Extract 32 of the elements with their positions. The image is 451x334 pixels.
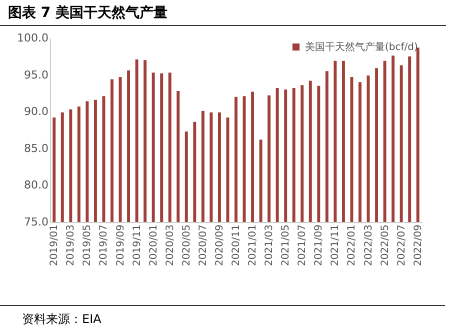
x-tick-label: 2022/09: [412, 224, 424, 266]
x-tick-label: 2021/05: [280, 224, 292, 266]
x-tick-label: 2019/07: [98, 224, 110, 266]
x-tick-label: 2021/11: [330, 224, 342, 266]
x-tick-label: 2022/03: [363, 224, 374, 266]
legend-label: 美国干天然气产量(bcf/d): [305, 41, 418, 53]
x-tick-label: 2020/11: [231, 224, 242, 266]
x-tick-label: 2020/03: [164, 224, 176, 266]
y-tick-label: 75.0: [24, 216, 48, 228]
y-tick-label: 100.0: [17, 32, 48, 44]
x-tick-label: 2019/11: [132, 224, 143, 266]
x-tick-label: 2020/05: [181, 224, 192, 266]
chart-title: 图表 7 美国干天然气产量: [0, 0, 446, 26]
x-tick-label: 2019/01: [49, 224, 60, 266]
text: 资料来源：EIA: [0, 305, 445, 328]
x-tick-label: 2020/09: [214, 224, 226, 266]
y-tick-label: 95.0: [24, 68, 48, 82]
x-tick-label: 2019/09: [115, 224, 126, 266]
y-tick-label: 85.0: [24, 142, 48, 155]
x-tick-label: 2021/01: [248, 224, 259, 266]
x-tick-label: 2022/05: [380, 224, 391, 266]
y-tick-label: 80.0: [24, 178, 48, 192]
x-tick-label: 2021/03: [264, 224, 276, 266]
x-tick-label: 2019/05: [82, 224, 94, 266]
x-tick-label: 2020/01: [148, 224, 160, 266]
x-tick-label: 2021/09: [314, 224, 325, 266]
x-tick-label: 2022/01: [346, 224, 358, 266]
x-tick-label: 2022/07: [396, 224, 408, 266]
y-tick-label: 90.0: [24, 105, 48, 118]
x-tick-label: 2020/07: [198, 224, 209, 266]
x-tick-label: 2021/07: [297, 224, 308, 266]
x-tick-label: 2019/03: [66, 224, 77, 266]
